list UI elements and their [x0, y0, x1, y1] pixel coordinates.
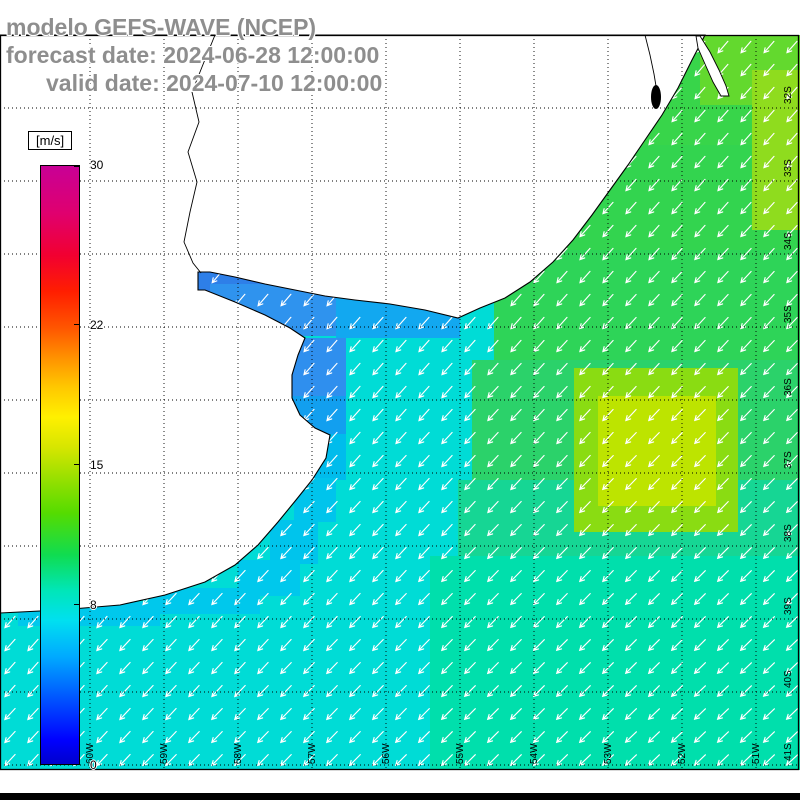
latitude-label: 39S [783, 597, 794, 615]
latitude-label: 41S [783, 743, 794, 761]
river [183, 34, 216, 274]
forecast-date: forecast date: 2024-06-28 12:00:00 [6, 42, 380, 68]
colorbar-tick-mark [74, 166, 80, 167]
lake [651, 85, 661, 109]
latitude-label: 32S [783, 86, 794, 104]
latitude-label: 33S [783, 159, 794, 177]
colorbar-gradient [40, 165, 80, 765]
valid-date: valid date: 2024-07-10 12:00:00 [46, 70, 383, 96]
longitude-label: 59W [159, 743, 170, 764]
land-coastline [0, 34, 706, 614]
longitude-label: 51W [751, 743, 762, 764]
latitude-label: 37S [783, 451, 794, 469]
longitude-label: 53W [603, 743, 614, 764]
latitude-label: 36S [783, 378, 794, 396]
longitude-label: 56W [381, 743, 392, 764]
colorbar-tick-label: 15 [90, 458, 104, 472]
longitude-label: 58W [233, 743, 244, 764]
colorbar-tick-mark [74, 764, 80, 765]
model-title: modelo GEFS-WAVE (NCEP) [6, 14, 317, 40]
lagoon [695, 35, 730, 97]
latitude-label: 34S [783, 232, 794, 250]
colorbar-tick-label: 22 [90, 318, 104, 333]
colorbar: 30 22 15 8 0 [40, 158, 103, 772]
latitude-label: 38S [783, 524, 794, 542]
bottom-border-bar [0, 793, 800, 800]
colorbar-tick-label: 30 [90, 158, 104, 172]
latitude-label: 35S [783, 305, 794, 323]
longitude-label: 57W [307, 743, 318, 764]
longitude-label: 54W [529, 743, 540, 764]
colorbar-tick-mark [74, 464, 80, 465]
colorbar-tick-mark [74, 603, 80, 605]
longitude-label: 60W [85, 743, 96, 764]
map-frame [0, 34, 800, 771]
longitude-label: 55W [455, 743, 466, 764]
colorbar-tick-label: 0 [90, 758, 97, 772]
latitude-label: 40S [783, 670, 794, 688]
wind-speed-patch [430, 556, 800, 770]
river [644, 34, 657, 87]
colorbar-unit-label: [m/s] [28, 131, 73, 150]
wind-speed-patch [270, 520, 318, 564]
colorbar-tick-mark [74, 324, 80, 326]
longitude-label: 52W [677, 743, 688, 764]
colorbar-tick-label: 8 [90, 597, 97, 612]
